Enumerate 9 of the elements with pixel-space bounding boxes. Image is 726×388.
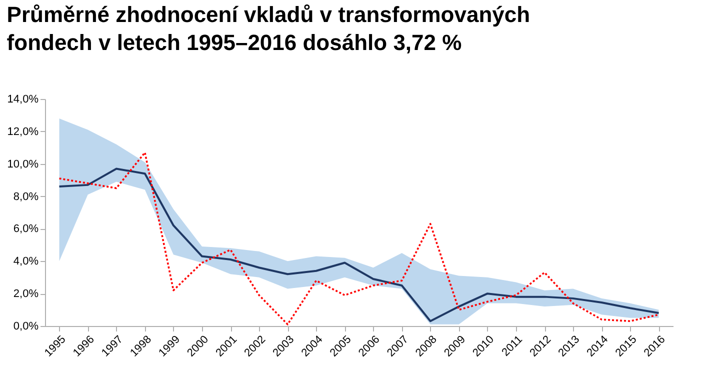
y-tick-label: 10,0% (7, 158, 39, 170)
y-tick-label: 6,0% (13, 223, 39, 236)
y-tick-label: 14,0% (7, 94, 39, 106)
y-tick-label: 2,0% (13, 288, 39, 300)
y-tick-label: 4,0% (13, 256, 39, 268)
y-tick-label: 12,0% (7, 126, 39, 138)
y-tick-label: 0,0% (13, 320, 39, 332)
chart-title: Průměrné zhodnocení vkladů v transformovaných fondech v letech 1995–2016 dosáhlo 3,72 % (6, 2, 530, 55)
y-tick-label: 8,0% (13, 190, 39, 203)
